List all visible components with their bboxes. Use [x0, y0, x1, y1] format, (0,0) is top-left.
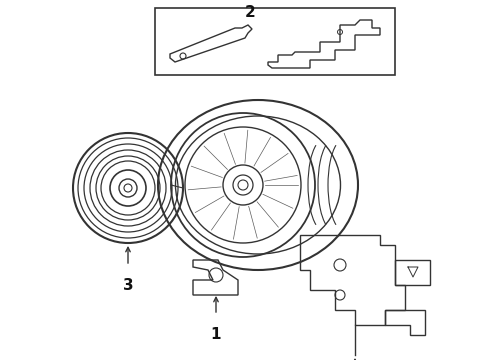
Text: 3: 3 — [122, 278, 133, 293]
Bar — [155, 8, 395, 75]
Text: 1: 1 — [211, 327, 221, 342]
Text: 2: 2 — [245, 5, 255, 20]
